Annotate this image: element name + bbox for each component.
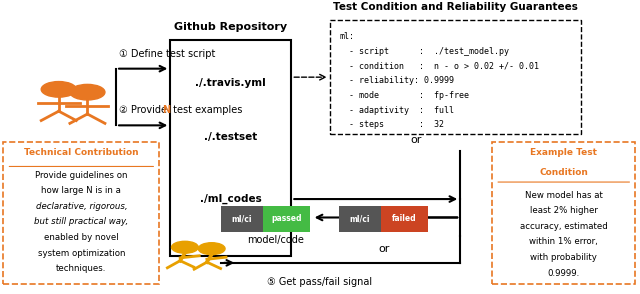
Circle shape — [70, 84, 105, 100]
Text: techniques.: techniques. — [56, 264, 106, 273]
Text: least 2% higher: least 2% higher — [530, 206, 598, 215]
Text: Technical Contribution: Technical Contribution — [24, 148, 139, 157]
Text: - adaptivity  :  full: - adaptivity : full — [339, 106, 454, 114]
Text: ./.testset: ./.testset — [204, 132, 257, 142]
Text: - condition   :  n - o > 0.02 +/- 0.01: - condition : n - o > 0.02 +/- 0.01 — [339, 61, 539, 70]
Text: ml/ci: ml/ci — [349, 214, 370, 223]
Text: within 1% error,: within 1% error, — [529, 237, 598, 246]
Text: accuracy, estimated: accuracy, estimated — [520, 222, 607, 231]
Text: how large N is in a: how large N is in a — [42, 186, 122, 195]
FancyBboxPatch shape — [3, 142, 159, 284]
Text: system optimization: system optimization — [38, 249, 125, 258]
Text: Example Test: Example Test — [530, 148, 597, 157]
Text: or: or — [410, 135, 421, 145]
Text: - script      :  ./test_model.py: - script : ./test_model.py — [339, 46, 509, 56]
FancyBboxPatch shape — [339, 206, 381, 232]
FancyBboxPatch shape — [262, 206, 310, 232]
Text: Test Condition and Reliability Guarantees: Test Condition and Reliability Guarantee… — [333, 2, 578, 12]
Circle shape — [198, 243, 225, 255]
Text: - reliability: 0.9999: - reliability: 0.9999 — [339, 76, 454, 85]
Text: enabled by novel: enabled by novel — [44, 233, 118, 242]
Text: ./.travis.yml: ./.travis.yml — [195, 78, 266, 88]
Text: Provide guidelines on: Provide guidelines on — [35, 171, 127, 180]
Text: - mode        :  fp-free: - mode : fp-free — [339, 91, 469, 100]
Text: failed: failed — [392, 214, 417, 223]
Text: Github Repository: Github Repository — [174, 22, 287, 32]
Text: ml:: ml: — [339, 32, 354, 41]
FancyBboxPatch shape — [221, 206, 262, 232]
Text: passed: passed — [271, 214, 301, 223]
FancyBboxPatch shape — [492, 142, 636, 284]
FancyBboxPatch shape — [170, 40, 291, 256]
Text: Condition: Condition — [540, 168, 588, 177]
Text: declarative, rigorous,: declarative, rigorous, — [36, 202, 127, 211]
Text: ③ Commit
a new ML
model/code: ③ Commit a new ML model/code — [246, 212, 303, 245]
FancyBboxPatch shape — [330, 21, 581, 134]
Text: ① Define test script: ① Define test script — [119, 49, 216, 59]
Text: ② Provide: ② Provide — [119, 106, 170, 116]
Text: ml/ci: ml/ci — [232, 214, 252, 223]
Text: test examples: test examples — [170, 106, 242, 116]
Text: New model has at: New model has at — [525, 191, 603, 200]
Circle shape — [172, 241, 198, 253]
FancyBboxPatch shape — [381, 206, 428, 232]
Text: with probability: with probability — [531, 253, 597, 262]
Text: or: or — [378, 244, 389, 254]
Circle shape — [41, 81, 76, 97]
Text: but still practical way,: but still practical way, — [34, 218, 129, 226]
Text: 0.9999.: 0.9999. — [548, 268, 580, 278]
Text: ⑤ Get pass/fail signal: ⑤ Get pass/fail signal — [268, 277, 372, 287]
Text: ./ml_codes: ./ml_codes — [200, 194, 262, 204]
Text: - steps       :  32: - steps : 32 — [339, 120, 444, 129]
Text: N: N — [162, 106, 170, 116]
